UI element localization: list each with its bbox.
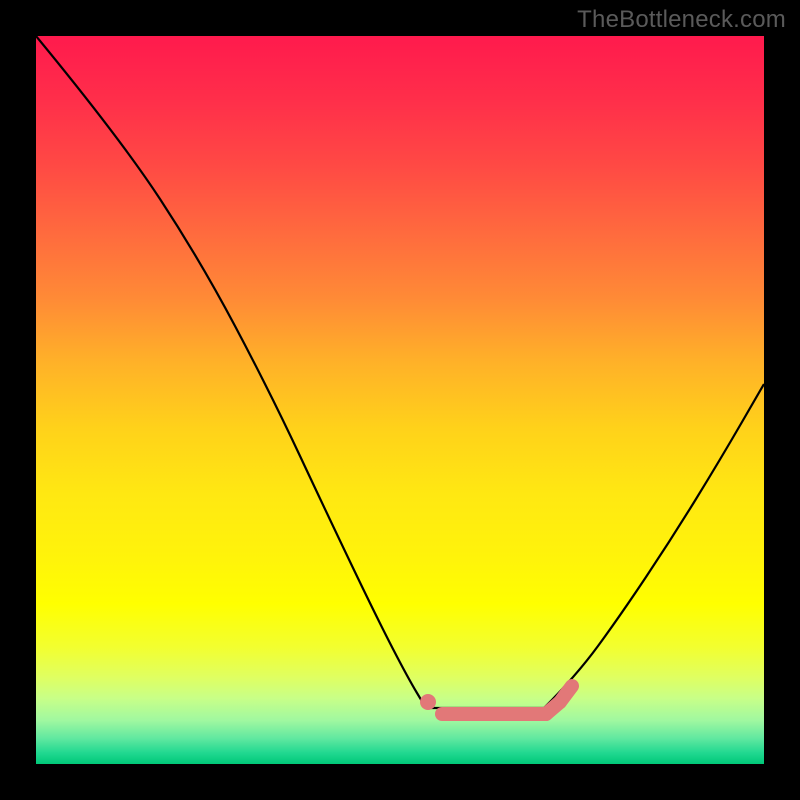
chart-container: TheBottleneck.com (0, 0, 800, 800)
curve-layer (36, 36, 764, 764)
plot-area (36, 36, 764, 764)
highlight-optimal-range (420, 686, 572, 714)
bottleneck-curve (36, 36, 764, 708)
watermark-text: TheBottleneck.com (577, 6, 786, 34)
